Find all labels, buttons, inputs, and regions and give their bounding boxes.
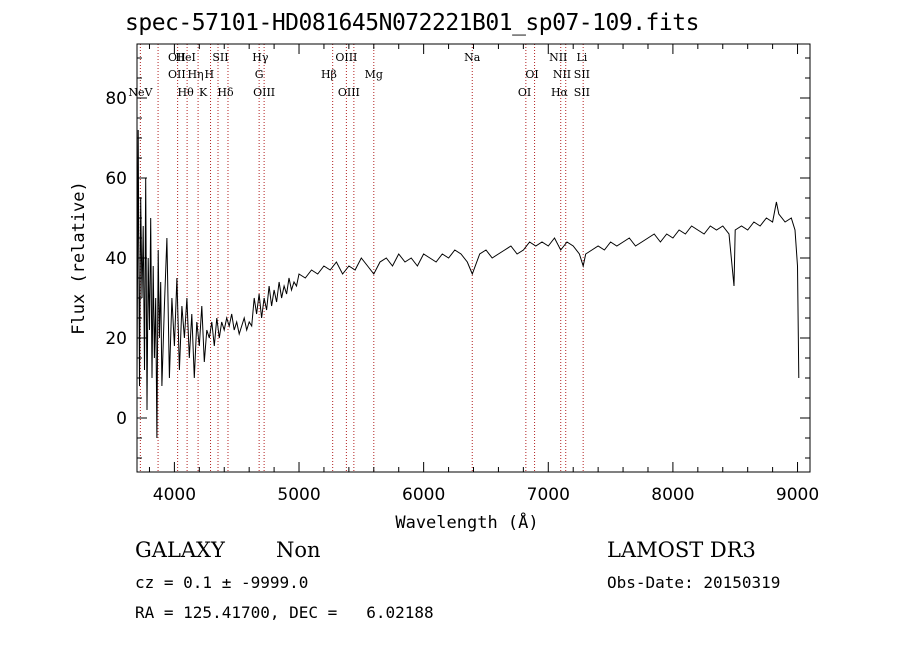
spectrum-polyline — [136, 129, 800, 439]
line-label: Hθ — [177, 86, 194, 99]
line-label: SII — [574, 68, 590, 81]
obs-date: Obs-Date: 20150319 — [607, 573, 781, 592]
line-label: K — [199, 86, 208, 99]
line-label: H — [204, 68, 214, 81]
line-label: Li — [577, 51, 588, 64]
y-tick-label: 40 — [105, 249, 127, 269]
x-tick-label: 6000 — [402, 485, 445, 505]
line-label: OII — [168, 68, 186, 81]
x-axis-label: Wavelength (Å) — [395, 511, 538, 533]
line-label: SII — [212, 51, 228, 64]
line-label: Hγ — [252, 51, 269, 64]
y-axis-label: Flux (relative) — [69, 181, 89, 335]
y-tick-label: 80 — [105, 89, 127, 109]
emission-line-labels: NeVOIIOIIHeIHθHηKHSIIHδHγGOIIIHβOIIIOIII… — [128, 51, 590, 99]
line-label: OI — [518, 86, 531, 99]
line-label: NeV — [128, 86, 153, 99]
x-tick-label: 4000 — [153, 485, 196, 505]
x-tick-label: 8000 — [651, 485, 694, 505]
line-label: Hη — [187, 68, 203, 81]
survey-label: LAMOST DR3 — [607, 538, 756, 562]
line-label: Mg — [365, 68, 383, 81]
line-label: OIII — [253, 86, 275, 99]
x-tick-label: 9000 — [776, 485, 819, 505]
emission-line-markers — [139, 44, 584, 472]
object-class: GALAXY — [135, 538, 225, 562]
line-label: OI — [525, 68, 538, 81]
line-label: OII — [168, 51, 186, 64]
line-label: NII — [549, 51, 567, 64]
y-tick-label: 0 — [116, 409, 127, 429]
x-tick-label: 5000 — [277, 485, 320, 505]
line-label: Hα — [551, 86, 569, 99]
x-tick-label: 7000 — [527, 485, 570, 505]
x-axis: 4000 5000 6000 7000 8000 9000 — [148, 44, 819, 505]
line-label: OIII — [335, 51, 357, 64]
line-label: OIII — [338, 86, 360, 99]
line-label: Hβ — [321, 68, 337, 81]
y-tick-label: 20 — [105, 329, 127, 349]
y-axis: 0 20 40 60 80 — [105, 57, 810, 459]
line-label: NII — [553, 68, 571, 81]
line-label: SII — [574, 86, 590, 99]
y-tick-label: 60 — [105, 169, 127, 189]
object-subclass: Non — [276, 538, 321, 562]
coordinates: RA = 125.41700, DEC = 6.02188 — [135, 603, 434, 622]
plot-frame — [136, 43, 811, 473]
line-label: Hδ — [217, 86, 234, 99]
line-label: HeI — [175, 51, 195, 64]
chart-title: spec-57101-HD081645N072221B01_sp07-109.f… — [125, 10, 699, 36]
redshift-line: cz = 0.1 ± -9999.0 — [135, 573, 309, 592]
line-label: G — [255, 68, 264, 81]
line-label: Na — [464, 51, 481, 64]
spectrum-line — [136, 129, 800, 439]
